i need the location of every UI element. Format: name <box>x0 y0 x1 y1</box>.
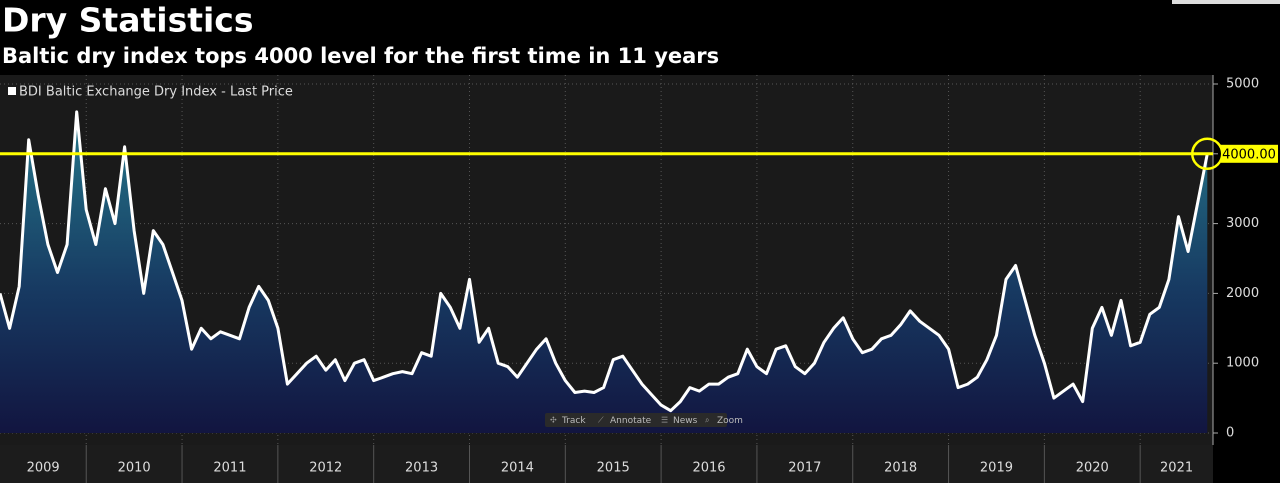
x-tick-label: 2011 <box>213 461 246 476</box>
line <box>0 110 1209 413</box>
x-tick-label: 2021 <box>1160 461 1193 476</box>
x-tick-label: 2013 <box>405 461 438 476</box>
x-tick-label: 2020 <box>1076 461 1109 476</box>
y-tick-label: 2000 <box>1226 286 1259 301</box>
reference-label: 4000.00 <box>1222 147 1276 162</box>
x-tick-label: 2012 <box>309 461 342 476</box>
toolbar-button[interactable]: Zoom <box>717 416 743 426</box>
reference-label-box <box>1221 144 1278 163</box>
x-tick-label: 2019 <box>980 461 1013 476</box>
chart-title: Dry Statistics <box>2 1 254 40</box>
toolbar-icon: ✣ <box>550 416 557 425</box>
x-axis-band <box>0 445 1213 483</box>
toolbar-bg <box>545 413 727 427</box>
x-tick-label: 2014 <box>501 461 534 476</box>
toolbar-icon: ⟋ <box>598 416 604 425</box>
toolbar-button[interactable]: News <box>673 416 698 426</box>
y-tick-label: 3000 <box>1226 216 1259 231</box>
toolbar-icon: ☰ <box>661 416 668 425</box>
toolbar-button[interactable]: Track <box>561 416 586 426</box>
y-tick-label: 5000 <box>1226 77 1259 92</box>
x-tick-label: 2010 <box>118 461 151 476</box>
x-tick-label: 2016 <box>692 461 725 476</box>
area <box>0 111 1208 434</box>
window-edge <box>1172 0 1280 4</box>
x-tick-label: 2017 <box>788 461 821 476</box>
legend-swatch <box>8 87 16 95</box>
legend-label: BDI Baltic Exchange Dry Index - Last Pri… <box>19 85 293 100</box>
toolbar-icon: ⌕ <box>705 416 709 425</box>
x-tick-label: 2018 <box>884 461 917 476</box>
y-tick-label: 0 <box>1226 426 1234 441</box>
chart-subtitle: Baltic dry index tops 4000 level for the… <box>2 44 719 68</box>
x-tick-label: 2009 <box>27 461 60 476</box>
y-tick-label: 1000 <box>1226 356 1259 371</box>
x-tick-label: 2015 <box>597 461 630 476</box>
toolbar-button[interactable]: Annotate <box>610 416 652 426</box>
